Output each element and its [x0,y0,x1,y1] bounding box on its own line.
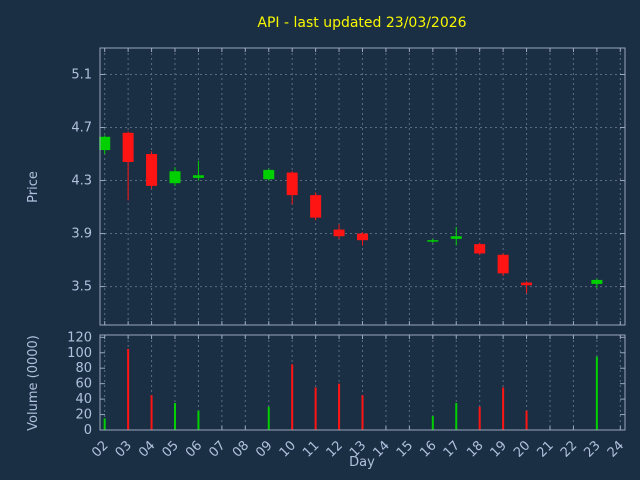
volume-tick-label: 120 [67,330,92,345]
x-tick-label: 04 [136,438,158,460]
candle-body-down [310,195,322,218]
x-tick-label: 11 [300,438,322,460]
candle-body-down [333,229,345,237]
x-tick-label: 12 [324,438,346,460]
x-tick-label: 17 [441,438,463,460]
x-tick-label: 19 [488,438,510,460]
price-tick-label: 4.7 [71,121,92,136]
volume-tick-label: 20 [75,408,92,423]
volume-axis-label: Volume (0000) [26,335,41,431]
x-tick-label: 07 [206,438,228,460]
candle-body-down [497,254,509,274]
candle-body-up [192,175,204,178]
volume-tick-label: 80 [75,361,92,376]
x-axis-label: Day [349,455,375,470]
candle-body-up [169,171,181,184]
x-tick-label: 03 [113,438,135,460]
volume-tick-label: 60 [75,377,92,392]
candle-body-down [146,154,158,186]
chart-title: API - last updated 23/03/2026 [257,15,466,31]
volume-tick-label: 0 [84,423,92,438]
candle-body-up [450,236,462,239]
candle-body-up [427,240,439,242]
x-tick-label: 08 [230,438,252,460]
x-tick-label: 06 [183,438,205,460]
candle-body-up [591,279,603,284]
volume-tick-label: 100 [67,346,92,361]
volume-tick-label: 40 [75,392,92,407]
x-tick-label: 09 [253,438,275,460]
x-tick-label: 15 [394,438,416,460]
candle-body-down [521,282,533,286]
x-tick-label: 05 [160,438,182,460]
candle-body-down [286,172,298,196]
x-tick-label: 20 [511,438,533,460]
candle-body-down [357,233,368,241]
price-tick-label: 5.1 [71,68,92,83]
x-tick-label: 21 [535,438,557,460]
x-tick-label: 23 [581,438,603,460]
plot-area: 02 03 04 05 06 07 08 09 10 11 12 13 14 15 16 17 18 19 20 21… [67,47,627,461]
price-panel-frame [99,47,626,326]
volume-panel-frame [99,334,626,431]
x-tick-label: 22 [558,438,580,460]
price-tick-label: 3.9 [71,227,92,242]
x-tick-label: 16 [417,438,439,460]
candle-body-up [263,169,275,180]
x-tick-label: 10 [277,438,299,460]
x-tick-label: 02 [89,438,111,460]
price-axis-label: Price [26,171,41,203]
candle-body-up [99,136,111,151]
candle-body-down [122,132,134,162]
price-tick-label: 4.3 [71,174,92,189]
candle-body-down [474,244,486,254]
x-tick-label: 18 [464,438,486,460]
price-tick-label: 3.5 [71,280,92,295]
x-tick-label: 24 [605,438,627,460]
